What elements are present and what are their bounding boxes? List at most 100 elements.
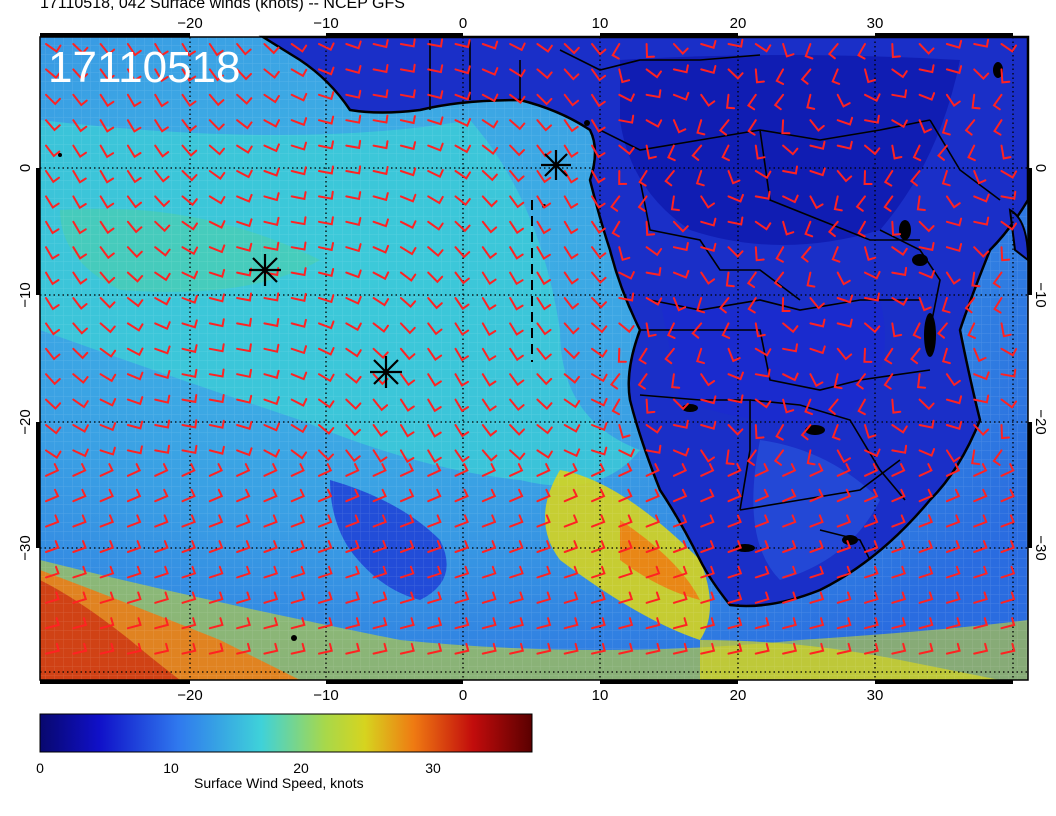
- wind-barb: [481, 67, 499, 76]
- wind-barb: [99, 642, 115, 655]
- wind-barb: [126, 642, 142, 655]
- wind-barb: [591, 347, 608, 358]
- wind-barb: [126, 617, 142, 630]
- wind-barb: [154, 220, 171, 233]
- wind-barb: [126, 220, 143, 234]
- colorbar-tick-label: 0: [36, 760, 44, 776]
- wind-barb: [345, 269, 362, 279]
- wind-barb: [864, 448, 881, 458]
- wind-barb: [672, 269, 690, 279]
- wind-barb: [509, 373, 525, 387]
- wind-barb: [181, 463, 196, 477]
- wind-barb: [700, 242, 717, 252]
- wind-barb: [126, 170, 142, 184]
- wind-barb: [863, 170, 873, 185]
- wind-barb: [754, 144, 766, 160]
- wind-barb: [725, 449, 735, 465]
- wind-barb: [536, 449, 553, 459]
- wind-barb: [263, 241, 280, 251]
- wind-barb: [618, 540, 633, 553]
- wind-barb: [399, 488, 415, 503]
- wind-barb: [945, 591, 961, 604]
- wind-barb: [992, 271, 1003, 289]
- wind-barb: [973, 617, 989, 630]
- wind-barb: [181, 444, 198, 454]
- wind-barb: [782, 463, 797, 477]
- wind-barb: [126, 565, 142, 579]
- wind-barb: [700, 565, 715, 579]
- wind-barb: [345, 191, 362, 201]
- wind-barb: [591, 565, 606, 579]
- wind-barb: [72, 43, 89, 55]
- wind-barb: [645, 144, 657, 160]
- wind-barb: [591, 170, 606, 184]
- wind-barb: [399, 246, 417, 256]
- lon-tick-label: 30: [867, 687, 884, 704]
- wind-barb: [836, 591, 852, 604]
- wind-barb: [236, 617, 251, 630]
- wind-barb: [290, 642, 306, 655]
- wind-barb: [591, 591, 606, 604]
- wind-barb: [672, 64, 689, 74]
- wind-barb: [372, 297, 390, 307]
- wind-barb: [236, 169, 253, 179]
- wind-barb: [591, 488, 606, 503]
- wind-barb: [638, 170, 648, 187]
- wind-barb: [945, 93, 961, 108]
- wind-barb: [945, 243, 963, 253]
- wind-barb: [718, 297, 730, 314]
- wind-barb: [481, 144, 499, 156]
- lon-tick-label: 20: [730, 687, 747, 704]
- wind-barb: [727, 424, 744, 436]
- wind-barb: [263, 422, 280, 432]
- wind-barb: [563, 271, 579, 285]
- wind-barb: [992, 449, 1003, 466]
- wind-barb: [45, 93, 61, 106]
- colorbar-tick-label: 30: [425, 760, 441, 776]
- wind-barb: [591, 463, 606, 477]
- wind-barb: [591, 617, 606, 630]
- wind-barb: [945, 65, 963, 75]
- wind-barb: [809, 297, 825, 310]
- wind-barb: [372, 591, 388, 604]
- wind-barb: [99, 271, 116, 285]
- wind-barb: [126, 246, 143, 259]
- wind-barb: [372, 565, 388, 579]
- wind-barb: [645, 463, 660, 477]
- lat-axis-bars: [36, 168, 1032, 548]
- wind-barb: [891, 424, 908, 434]
- wind-barb: [208, 68, 224, 82]
- lat-tick-label: −30: [17, 535, 34, 560]
- wind-barb: [563, 93, 580, 107]
- wind-barb: [800, 424, 812, 441]
- wind-barb: [695, 170, 705, 187]
- wind-barb: [864, 114, 880, 124]
- wind-barb: [645, 514, 661, 528]
- wind-barb: [290, 191, 307, 201]
- wind-barb: [891, 322, 903, 338]
- wind-barb: [563, 68, 580, 81]
- wind-barb: [918, 43, 935, 55]
- wind-barb: [45, 195, 60, 209]
- wind-barb: [864, 270, 881, 280]
- wind-barb: [1000, 246, 1011, 262]
- wind-barb: [372, 617, 388, 630]
- wind-barb: [591, 144, 606, 159]
- wind-barb: [427, 297, 443, 310]
- wind-barb: [645, 119, 663, 128]
- wind-barb: [645, 89, 662, 99]
- wind-barb: [454, 565, 470, 579]
- wind-barb: [1000, 43, 1017, 53]
- map-frame: [39, 36, 1029, 681]
- wind-barb: [727, 565, 743, 579]
- wind-barb: [208, 318, 225, 328]
- wind-barb: [718, 119, 730, 136]
- wind-barb: [836, 294, 854, 304]
- wind-barb: [372, 166, 389, 176]
- wind-barb: [611, 43, 621, 60]
- wind-barb: [45, 271, 60, 286]
- wind-barb: [973, 371, 990, 381]
- wind-barb: [563, 448, 581, 458]
- wind-barb: [318, 463, 333, 477]
- wind-barb: [181, 514, 196, 528]
